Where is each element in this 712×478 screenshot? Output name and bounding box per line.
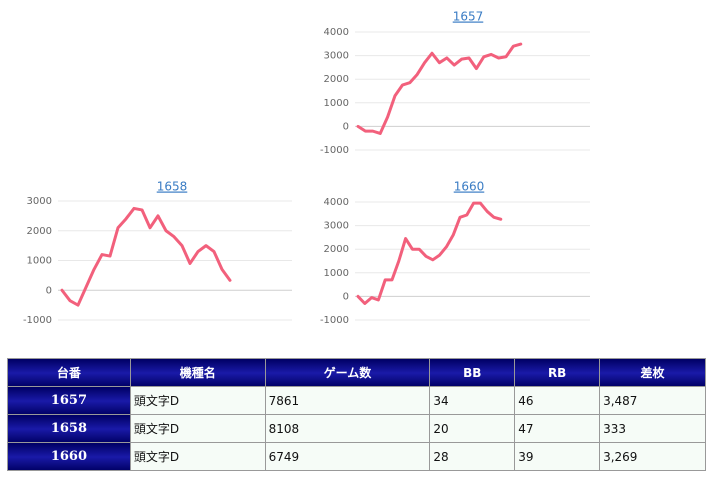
y-tick-label: 0 [343, 291, 349, 302]
cell: 7861 [264, 386, 431, 415]
cell: 8108 [264, 414, 431, 443]
table-row: 1660 頭文字D 6749 28 39 3,269 [7, 442, 706, 471]
chart-title[interactable]: 1658 [157, 180, 188, 194]
table-row: 1657 頭文字D 7861 34 46 3,487 [7, 386, 706, 415]
cell: 34 [429, 386, 516, 415]
y-tick-label: 3000 [324, 51, 349, 62]
table-header: 台番 機種名 ゲーム数 BB RB 差枚 [7, 358, 706, 387]
y-tick-label: 2000 [324, 244, 349, 255]
row-key: 1658 [7, 414, 131, 443]
cell: 20 [429, 414, 516, 443]
header-cell: ゲーム数 [264, 358, 431, 387]
charts: 1657 -1000 0 1000 2000 3000 4000 1658 -1000 0 1000… [23, 10, 590, 326]
cell: 3,269 [599, 442, 706, 471]
header-cell: 差枚 [599, 358, 706, 387]
header-cell: 機種名 [129, 358, 266, 387]
cell: 6749 [264, 442, 431, 471]
y-tick-label: 1000 [27, 256, 52, 267]
cell: 頭文字D [129, 386, 266, 415]
y-tick-label: -1000 [23, 315, 52, 326]
line-series [356, 201, 503, 305]
y-tick-label: 0 [343, 121, 349, 132]
cell: 28 [429, 442, 516, 471]
y-tick-label: -1000 [320, 145, 349, 156]
y-tick-label: 2000 [27, 226, 52, 237]
chart-title[interactable]: 1657 [453, 10, 484, 24]
cell: 39 [514, 442, 601, 471]
y-tick-label: 1000 [324, 98, 349, 109]
cell: 47 [514, 414, 601, 443]
y-tick-label: 4000 [324, 27, 349, 38]
y-tick-label: 3000 [324, 221, 349, 232]
header-cell: BB [429, 358, 516, 387]
cell: 頭文字D [129, 414, 266, 443]
table-body: 1657 頭文字D 7861 34 46 3,487 1658 頭文字D 8108 20 47 333… [7, 386, 706, 471]
cell: 333 [599, 414, 706, 443]
line-series [356, 42, 523, 135]
table-row: 1658 頭文字D 8108 20 47 333 [7, 414, 706, 443]
y-tick-label: 3000 [27, 196, 52, 207]
y-tick-label: 2000 [324, 74, 349, 85]
header-cell: 台番 [7, 358, 131, 387]
chart-title[interactable]: 1660 [454, 180, 485, 194]
row-key: 1660 [7, 442, 131, 471]
y-tick-label: 4000 [324, 197, 349, 208]
machine-table: 台番 機種名 ゲーム数 BB RB 差枚 1657 頭文字D 7861 34 46 3,487 165… [7, 358, 706, 471]
row-key: 1657 [7, 386, 131, 415]
cell: 頭文字D [129, 442, 266, 471]
line-series [60, 206, 232, 307]
y-tick-label: 0 [46, 285, 52, 296]
cell: 46 [514, 386, 601, 415]
cell: 3,487 [599, 386, 706, 415]
header-cell: RB [514, 358, 601, 387]
y-tick-label: -1000 [320, 315, 349, 326]
y-tick-label: 1000 [324, 268, 349, 279]
